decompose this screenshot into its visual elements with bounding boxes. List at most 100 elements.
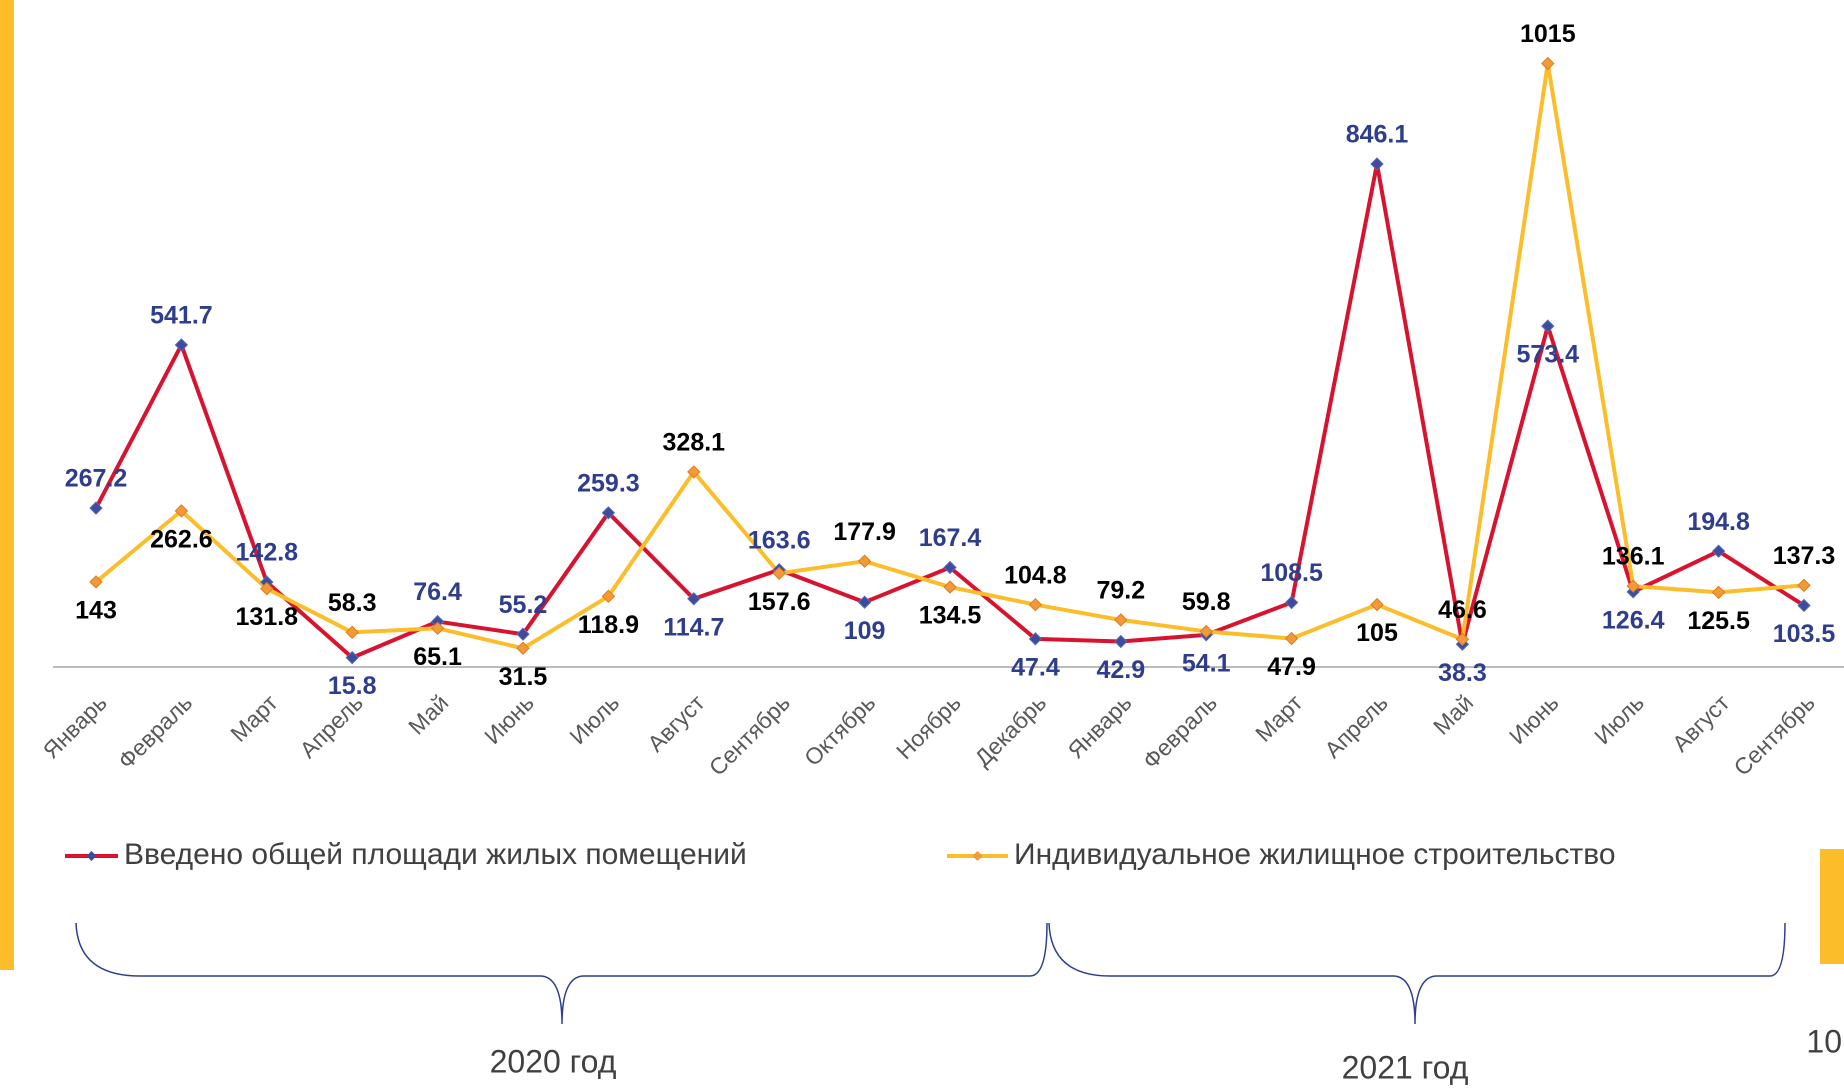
- data-label: 59.8: [1182, 588, 1231, 616]
- marker: [601, 589, 616, 604]
- group-label: 2020 год: [490, 1043, 617, 1079]
- data-label: 137.3: [1773, 542, 1836, 570]
- marker: [1626, 579, 1640, 593]
- marker: [1284, 595, 1299, 610]
- data-label: 55.2: [499, 591, 548, 619]
- legend-marker: [972, 851, 983, 861]
- accent-bar: [0, 0, 14, 970]
- brace: [75, 922, 1048, 1025]
- data-label: 108.5: [1260, 559, 1323, 587]
- marker: [260, 581, 274, 596]
- marker: [1797, 598, 1811, 613]
- data-label: 126.4: [1602, 606, 1665, 634]
- x-tick-label: Март: [1250, 689, 1308, 747]
- data-label: 167.4: [919, 524, 982, 552]
- data-label: 65.1: [413, 643, 462, 671]
- data-label: 105: [1356, 619, 1398, 647]
- marker: [89, 501, 103, 515]
- data-label: 163.6: [748, 526, 811, 554]
- x-tick-label: Февраль: [113, 689, 197, 773]
- x-tick-label: Июнь: [1504, 689, 1564, 749]
- data-label: 103.5: [1773, 620, 1836, 648]
- marker: [1711, 544, 1726, 558]
- page-number: 10: [1806, 1023, 1842, 1059]
- data-label: 114.7: [663, 613, 724, 641]
- x-tick-label: Апрель: [1319, 689, 1393, 763]
- data-label: 1015: [1520, 20, 1576, 48]
- data-label: 262.6: [150, 525, 213, 553]
- marker: [687, 465, 701, 479]
- data-label: 328.1: [663, 429, 726, 457]
- marker: [601, 506, 616, 520]
- x-tick-label: Август: [1667, 689, 1735, 757]
- marker: [1797, 578, 1811, 593]
- x-tick-label: Октябрь: [799, 689, 880, 770]
- x-tick-label: Сентябрь: [1729, 689, 1820, 780]
- x-tick-label: Сентябрь: [704, 689, 795, 780]
- brace: [1048, 922, 1786, 1025]
- group-label: 2021 год: [1342, 1049, 1469, 1085]
- marker: [516, 641, 530, 655]
- marker: [174, 338, 189, 352]
- marker: [857, 554, 872, 568]
- x-tick-label: Март: [225, 689, 283, 747]
- data-label: 58.3: [328, 589, 377, 617]
- data-label: 54.1: [1182, 649, 1231, 677]
- marker: [1114, 613, 1128, 627]
- x-tick-label: Июнь: [479, 689, 539, 749]
- legend-label: Индивидуальное жилищное строительство: [1014, 838, 1616, 871]
- x-tick-label: Январь: [38, 689, 112, 763]
- marker: [430, 621, 445, 636]
- data-label: 15.8: [328, 672, 377, 700]
- data-label: 31.5: [499, 663, 548, 691]
- data-label: 142.8: [236, 539, 299, 567]
- data-label: 177.9: [833, 518, 896, 546]
- marker: [1114, 634, 1128, 649]
- data-label: 259.3: [577, 469, 640, 497]
- data-label: 157.6: [748, 588, 811, 616]
- marker: [1284, 631, 1299, 646]
- legend-marker: [86, 851, 97, 861]
- data-label: 104.8: [1004, 561, 1067, 589]
- marker: [943, 560, 957, 575]
- data-label: 194.8: [1687, 508, 1750, 536]
- marker: [687, 592, 701, 606]
- data-label: 76.4: [413, 578, 462, 606]
- data-label: 125.5: [1687, 607, 1750, 635]
- x-tick-label: Ноябрь: [891, 689, 966, 764]
- marker: [1711, 585, 1726, 600]
- x-tick-label: Май: [1428, 689, 1478, 739]
- data-label: 136.1: [1602, 543, 1665, 571]
- data-label: 46.6: [1438, 596, 1487, 624]
- data-label: 47.9: [1267, 653, 1316, 681]
- data-label: 42.9: [1096, 656, 1145, 684]
- data-label: 47.4: [1011, 653, 1060, 681]
- marker: [516, 627, 530, 641]
- data-label: 38.3: [1438, 659, 1487, 687]
- data-label: 131.8: [236, 603, 299, 631]
- marker: [943, 580, 957, 594]
- accent-block: [1820, 849, 1844, 964]
- marker: [89, 575, 103, 589]
- x-tick-label: Апрель: [294, 689, 368, 763]
- data-label: 143: [75, 597, 117, 625]
- data-label: 541.7: [150, 302, 213, 330]
- x-tick-label: Февраль: [1138, 689, 1222, 773]
- data-label: 118.9: [578, 611, 639, 639]
- x-tick-label: Декабрь: [969, 689, 1051, 771]
- x-tick-label: Январь: [1062, 689, 1136, 763]
- data-label: 846.1: [1346, 121, 1409, 149]
- data-label: 267.2: [65, 465, 128, 493]
- marker: [1541, 319, 1555, 333]
- marker: [345, 625, 359, 640]
- marker: [1199, 624, 1213, 639]
- marker: [1370, 597, 1384, 612]
- legend-label: Введено общей площади жилых помещений: [124, 838, 747, 871]
- marker: [1455, 632, 1470, 647]
- x-tick-label: Август: [642, 689, 710, 757]
- data-label: 79.2: [1096, 577, 1145, 605]
- marker: [174, 504, 189, 518]
- marker: [772, 566, 786, 581]
- marker: [1541, 56, 1555, 71]
